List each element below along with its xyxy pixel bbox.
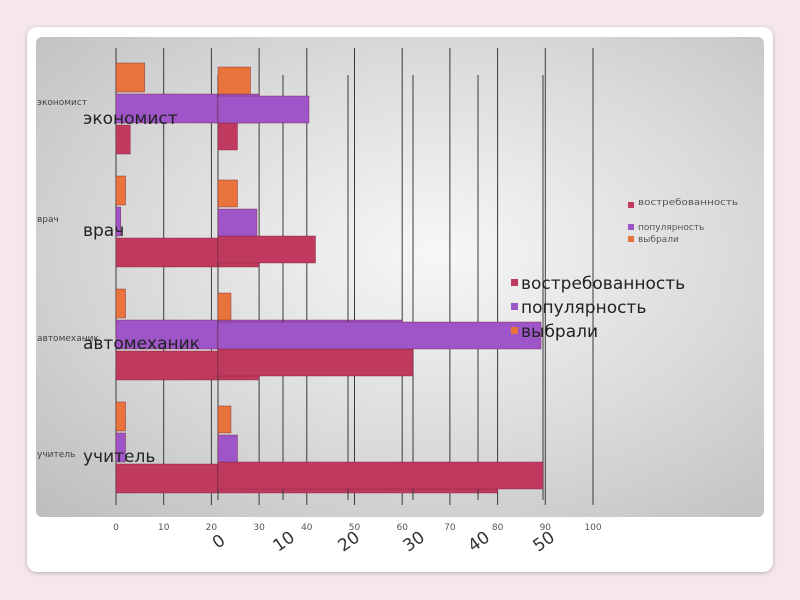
back-x-tick-label: 70 — [444, 523, 456, 533]
back-x-tick-label: 90 — [540, 523, 552, 533]
back-bar-demand — [115, 124, 131, 155]
back-category-label: автомеханик — [37, 334, 99, 344]
front-x-tick-label: 0 — [209, 531, 229, 554]
front-bar-popularity — [217, 208, 258, 237]
back-category-label: учитель — [37, 450, 75, 460]
back-bar-chosen — [115, 62, 145, 93]
front-category-label: автомеханик — [83, 334, 200, 354]
front-bar-demand — [217, 122, 238, 151]
front-legend-swatch — [511, 327, 518, 334]
front-bar-popularity — [217, 321, 542, 350]
front-bar-demand — [217, 235, 316, 264]
front-bar-chosen — [217, 292, 232, 321]
front-bar-chosen — [217, 405, 232, 434]
back-category-label: врач — [37, 215, 59, 225]
back-category-label: экономист — [37, 98, 87, 108]
back-x-tick-label: 50 — [349, 523, 361, 533]
front-legend-swatch — [511, 303, 518, 310]
back-x-tick-label: 10 — [158, 523, 170, 533]
front-x-tick-label: 40 — [465, 528, 494, 557]
back-bar-popularity — [115, 206, 121, 237]
front-bar-demand — [217, 348, 414, 377]
front-x-tick-label: 10 — [270, 528, 299, 557]
back-bar-chosen — [115, 401, 126, 432]
back-x-tick-label: 20 — [206, 523, 218, 533]
back-x-tick-label: 100 — [584, 523, 601, 533]
front-x-tick-label: 50 — [530, 528, 559, 557]
front-legend-swatch — [511, 279, 518, 286]
front-bar-popularity — [217, 95, 310, 124]
back-legend-label: востребованность — [638, 198, 738, 208]
back-x-tick-label: 80 — [492, 523, 504, 533]
back-x-tick-label: 0 — [113, 523, 119, 533]
front-bar-demand — [217, 461, 544, 490]
back-legend-label: выбрали — [638, 235, 679, 245]
back-x-tick-label: 30 — [253, 523, 265, 533]
back-bar-chosen — [115, 175, 126, 206]
front-legend-label: востребованность — [521, 274, 685, 294]
front-legend-label: популярность — [521, 298, 646, 318]
back-legend-swatch — [628, 202, 634, 208]
back-legend-swatch — [628, 236, 634, 242]
back-bar-chosen — [115, 288, 126, 319]
back-legend-label: популярность — [638, 223, 704, 233]
front-bar-popularity — [217, 434, 238, 463]
front-legend-label: выбрали — [521, 322, 598, 342]
front-bar-chosen — [217, 66, 251, 95]
front-category-label: экономист — [83, 109, 178, 129]
front-category-label: врач — [83, 221, 124, 241]
back-legend-swatch — [628, 224, 634, 230]
front-category-label: учитель — [83, 447, 155, 467]
back-x-tick-label: 60 — [396, 523, 408, 533]
front-bar-chosen — [217, 179, 238, 208]
back-x-tick-label: 40 — [301, 523, 313, 533]
back-bar-popularity — [115, 432, 126, 463]
